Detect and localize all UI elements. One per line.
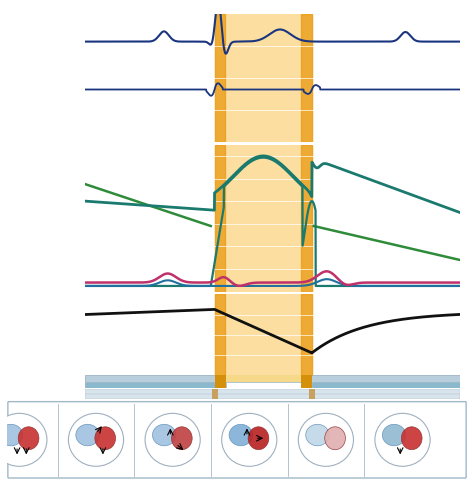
Bar <box>215 375 226 382</box>
Ellipse shape <box>375 414 430 466</box>
Ellipse shape <box>229 424 253 446</box>
Bar <box>226 382 301 388</box>
Ellipse shape <box>0 414 47 466</box>
Ellipse shape <box>76 424 99 446</box>
Ellipse shape <box>222 414 277 466</box>
Bar <box>312 382 460 388</box>
Bar <box>301 294 312 376</box>
Ellipse shape <box>95 427 116 450</box>
Ellipse shape <box>298 414 354 466</box>
Ellipse shape <box>18 427 39 450</box>
Bar <box>211 394 218 399</box>
Ellipse shape <box>401 427 422 450</box>
Ellipse shape <box>383 424 406 446</box>
Bar <box>309 394 315 399</box>
Ellipse shape <box>172 427 192 450</box>
Bar <box>215 294 312 376</box>
Bar <box>215 145 312 292</box>
Ellipse shape <box>325 427 346 450</box>
Ellipse shape <box>145 414 200 466</box>
Bar <box>309 389 315 394</box>
Ellipse shape <box>68 414 124 466</box>
Ellipse shape <box>0 424 23 446</box>
Bar <box>215 294 225 376</box>
Ellipse shape <box>153 424 176 446</box>
Bar <box>215 145 225 292</box>
Bar <box>301 375 312 382</box>
Bar <box>301 382 312 388</box>
Bar <box>301 14 312 142</box>
Bar <box>215 382 226 388</box>
Bar <box>85 382 215 388</box>
Bar <box>211 389 218 394</box>
FancyBboxPatch shape <box>8 402 466 478</box>
Bar <box>215 375 312 382</box>
Bar <box>215 14 312 142</box>
Ellipse shape <box>248 427 269 450</box>
Bar <box>215 14 225 142</box>
Ellipse shape <box>306 424 329 446</box>
Bar <box>301 145 312 292</box>
